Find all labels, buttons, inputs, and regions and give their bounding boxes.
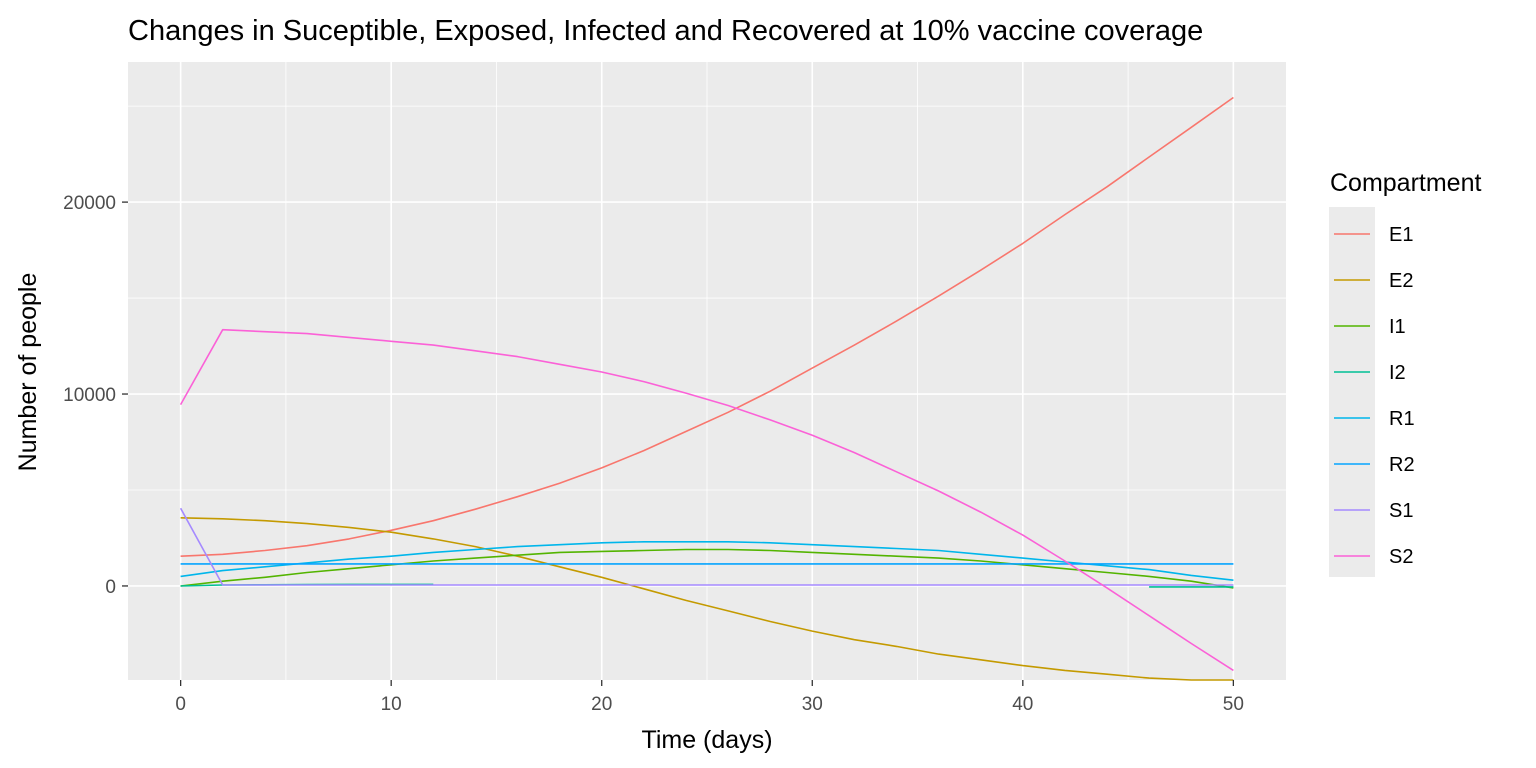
y-tick-label: 20000 — [63, 193, 116, 214]
legend: Compartment E1 E2 I1 I2 R1 R2 S1 S2 — [1329, 169, 1481, 577]
legend-title: Compartment — [1330, 169, 1481, 197]
x-tick-label: 20 — [591, 694, 612, 715]
legend-label-r1: R1 — [1389, 408, 1415, 430]
chart-title: Changes in Suceptible, Exposed, Infected… — [128, 15, 1203, 47]
y-axis-title: Number of people — [14, 273, 42, 472]
x-tick-label: 0 — [175, 694, 186, 715]
series-line-e2 — [180, 517, 1234, 681]
y-tick-label: 0 — [105, 577, 116, 598]
legend-label-e2: E2 — [1389, 270, 1413, 292]
axis-ticks: 0 10 20 30 40 50 0 10000 20000 — [63, 193, 1244, 715]
series-line-e1 — [180, 96, 1234, 557]
y-tick-label: 10000 — [63, 385, 116, 406]
legend-label-e1: E1 — [1389, 224, 1413, 246]
series-line-i1 — [180, 548, 1234, 589]
legend-key-background — [1329, 207, 1375, 577]
series-line-s2 — [179, 328, 1234, 672]
legend-items: E1 E2 I1 I2 R1 R2 S1 S2 — [1334, 224, 1415, 568]
x-tick-label: 10 — [381, 694, 402, 715]
legend-label-s1: S1 — [1389, 500, 1413, 522]
x-tick-label: 30 — [802, 694, 823, 715]
legend-label-r2: R2 — [1389, 454, 1415, 476]
legend-label-i2: I2 — [1389, 362, 1406, 384]
series-lines — [179, 96, 1234, 681]
x-axis-title: Time (days) — [641, 726, 772, 754]
x-tick-label: 50 — [1223, 694, 1244, 715]
series-line-s1 — [179, 507, 1234, 586]
legend-label-i1: I1 — [1389, 316, 1406, 338]
legend-label-s2: S2 — [1389, 546, 1413, 568]
series-line-r1 — [180, 541, 1234, 581]
x-tick-label: 40 — [1012, 694, 1033, 715]
